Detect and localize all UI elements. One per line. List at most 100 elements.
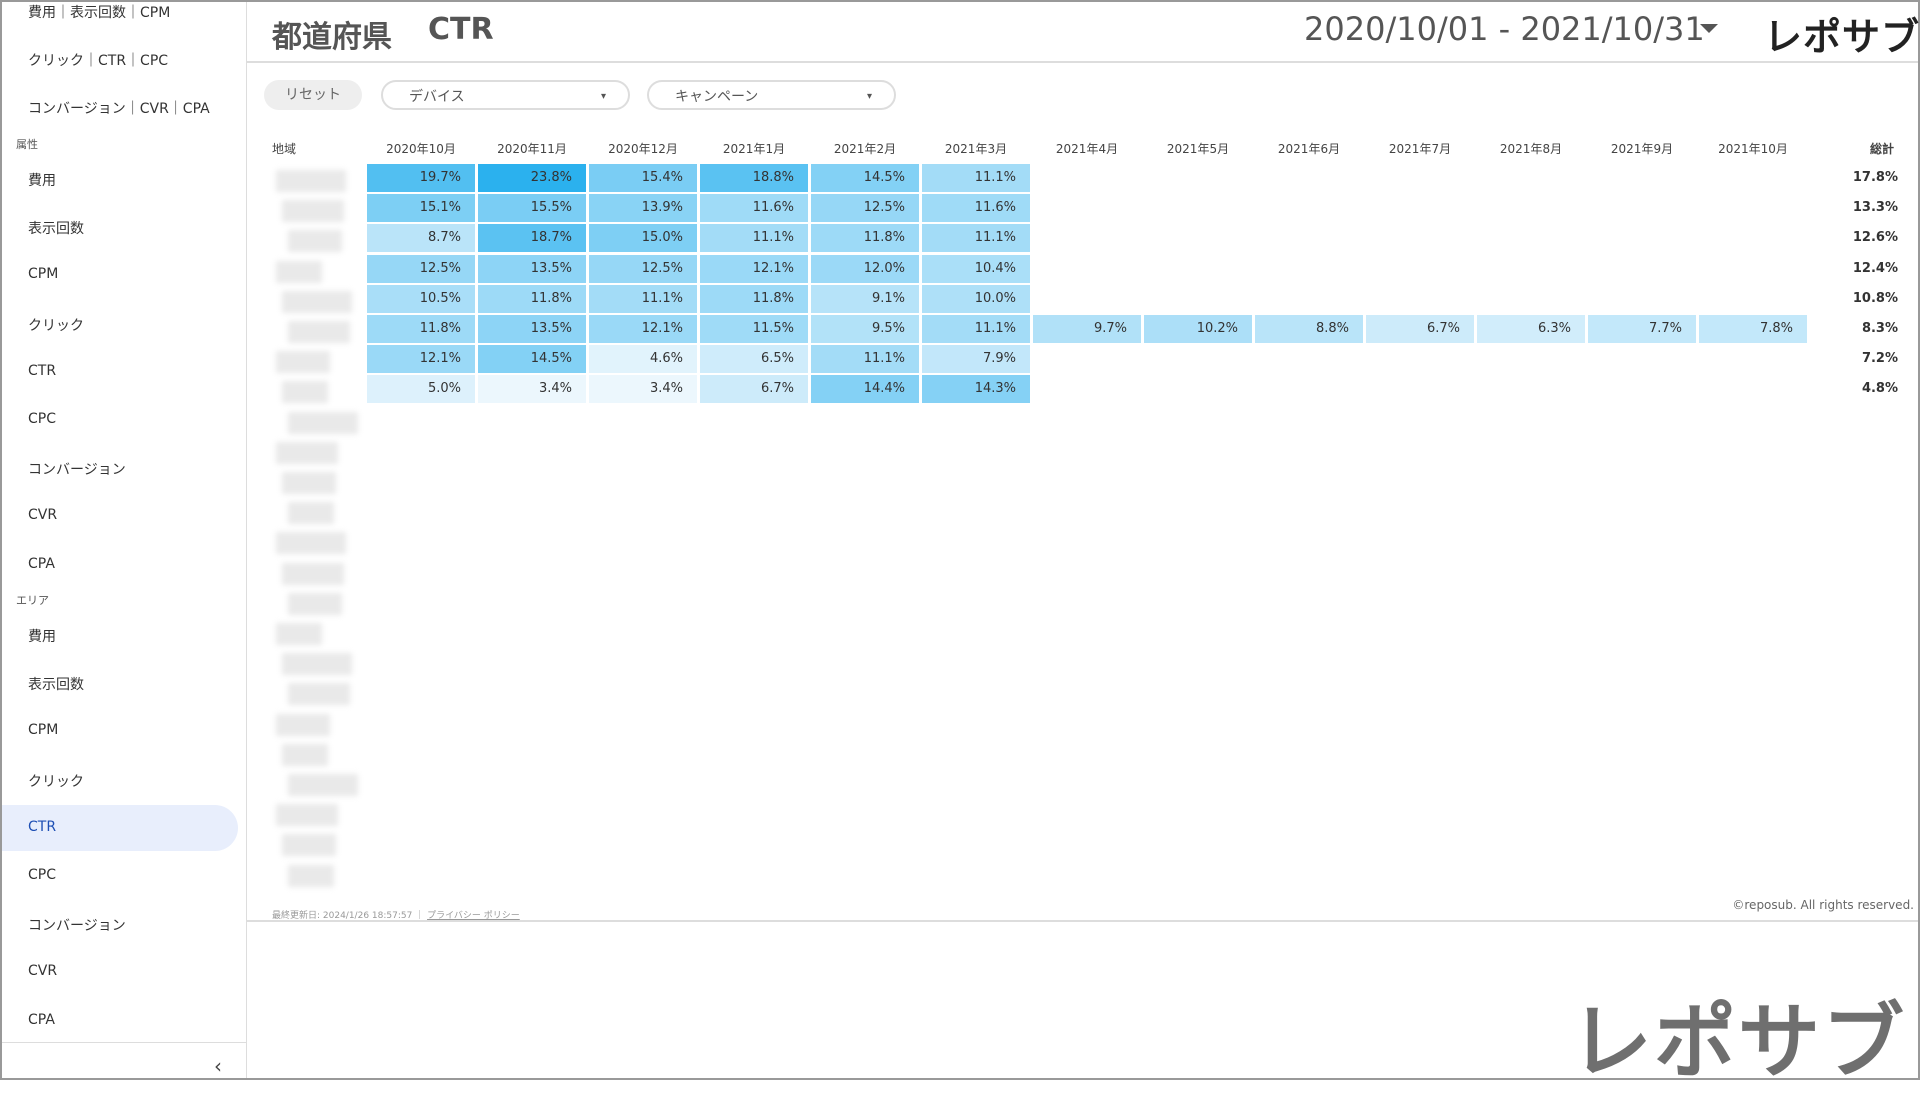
nav-item[interactable]: CPC	[28, 867, 56, 883]
nav-item[interactable]: コンバージョン	[28, 918, 126, 935]
heatmap-cell: 18.7%	[478, 224, 586, 253]
heatmap-cell: 8.8%	[1255, 315, 1363, 343]
updated-text: 最終更新日: 2024/1/26 18:57:57	[272, 911, 413, 921]
copyright: ©reposub. All rights reserved.	[1732, 898, 1914, 912]
heatmap-cell: 14.4%	[811, 375, 919, 404]
nav-item[interactable]: 表示回数	[28, 677, 84, 694]
heatmap-cell: 3.4%	[478, 375, 586, 404]
nav-item[interactable]: クリック	[28, 773, 84, 790]
month-header: 2021年5月	[1166, 142, 1230, 156]
row-total: 7.2%	[1861, 351, 1898, 367]
region-name-redacted	[282, 472, 336, 494]
watermark-logo: レポサブ	[1569, 995, 1906, 1090]
month-header: 2021年2月	[833, 142, 897, 156]
nav-group[interactable]: コンバージョン｜CVR｜CPA	[28, 101, 210, 117]
month-header: 2021年7月	[1388, 142, 1452, 156]
region-name-redacted	[288, 683, 350, 706]
logo: レポサブ	[1764, 15, 1920, 59]
heatmap-cell: 7.7%	[1588, 315, 1696, 343]
region-name-redacted	[276, 532, 346, 555]
collapse-button[interactable]: ‹	[214, 1054, 222, 1078]
heatmap-cell: 11.8%	[478, 284, 586, 313]
nav-item[interactable]: CTR	[28, 818, 57, 835]
heatmap-cell: 11.8%	[811, 224, 919, 253]
row-total: 12.4%	[1852, 260, 1898, 276]
region-name-redacted	[276, 170, 346, 192]
nav-item[interactable]: 費用	[28, 629, 56, 645]
row-total: 8.3%	[1861, 321, 1898, 336]
date-range[interactable]: 2020/10/01 - 2021/10/31	[1304, 10, 1705, 48]
region-name-redacted	[282, 562, 344, 585]
heatmap-cell: 14.3%	[922, 375, 1030, 404]
nav-item[interactable]: CVR	[28, 507, 58, 524]
nav-item[interactable]: CPC	[28, 411, 56, 427]
date-dropdown-icon[interactable]	[1700, 24, 1718, 34]
row-total: 4.8%	[1861, 381, 1898, 397]
month-header: 2021年8月	[1499, 142, 1563, 156]
heatmap-cell: 5.0%	[367, 375, 475, 404]
section-header: 属性	[16, 138, 38, 151]
heatmap-cell: 13.9%	[589, 194, 697, 223]
nav-item[interactable]: コンバージョン	[28, 462, 126, 479]
footer-rule	[246, 920, 1918, 922]
heatmap-cell: 10.2%	[1144, 315, 1252, 343]
privacy-link[interactable]: プライバシー ポリシー	[427, 911, 520, 921]
active-highlight	[2, 804, 238, 851]
heatmap-cell: 6.7%	[700, 375, 808, 404]
heatmap-cell: 12.5%	[589, 254, 697, 283]
region-name-redacted	[276, 441, 338, 464]
device-filter[interactable]: デバイス ▾	[381, 80, 630, 110]
heatmap-cell: 9.7%	[1033, 315, 1141, 343]
heatmap-cell: 12.5%	[367, 254, 475, 283]
heatmap-cell: 9.1%	[811, 284, 919, 313]
heatmap-cell: 14.5%	[811, 164, 919, 192]
heatmap-cell: 15.4%	[589, 164, 697, 192]
nav-item[interactable]: 表示回数	[28, 221, 84, 238]
region-name-redacted	[282, 200, 344, 223]
nav-item[interactable]: 費用	[28, 173, 56, 189]
heatmap-cell: 11.1%	[922, 224, 1030, 253]
region-name-redacted	[282, 834, 336, 857]
heatmap-cell: 13.5%	[478, 315, 586, 343]
nav-item[interactable]: クリック	[28, 317, 84, 334]
nav-item[interactable]: CVR	[28, 963, 58, 980]
campaign-filter[interactable]: キャンペーン ▾	[647, 80, 896, 110]
heatmap-cell: 15.5%	[478, 194, 586, 223]
month-header: 2021年1月	[722, 142, 786, 156]
nav-item[interactable]: CPM	[28, 266, 59, 283]
heatmap-cell: 12.1%	[589, 315, 697, 343]
heatmap-cell: 11.1%	[700, 224, 808, 253]
nav-group[interactable]: クリック｜CTR｜CPC	[28, 53, 169, 69]
region-name-redacted	[276, 260, 322, 283]
region-name-redacted	[282, 653, 352, 676]
nav-item[interactable]: CPM	[28, 722, 59, 739]
heatmap-cell: 12.0%	[811, 254, 919, 283]
row-total: 13.3%	[1852, 200, 1898, 216]
region-name-redacted	[288, 864, 334, 887]
region-name-redacted	[282, 381, 328, 404]
heatmap-cell: 6.5%	[700, 345, 808, 374]
heatmap-cell: 10.4%	[922, 254, 1030, 283]
region-name-redacted	[276, 623, 322, 645]
sidebar: 費用｜表示回数｜CPM クリック｜CTR｜CPC コンバージョン｜CVR｜CPA 属性…	[2, 2, 247, 1078]
nav-item[interactable]: CPA	[28, 1011, 55, 1028]
page-title: 都道府県	[272, 20, 392, 55]
heatmap-cell: 6.7%	[1366, 315, 1474, 343]
heatmap-cell: 23.8%	[478, 164, 586, 192]
heatmap-cell: 11.1%	[589, 284, 697, 313]
region-name-redacted	[288, 502, 334, 525]
region-name-redacted	[282, 290, 352, 313]
heatmap-cell: 14.5%	[478, 345, 586, 374]
nav-group[interactable]: 費用｜表示回数｜CPM	[28, 5, 171, 21]
heatmap-cell: 11.1%	[811, 345, 919, 374]
row-total: 12.6%	[1852, 230, 1898, 246]
nav-item[interactable]: CTR	[28, 362, 57, 379]
nav-item[interactable]: CPA	[28, 555, 55, 572]
heatmap-cell: 15.0%	[589, 224, 697, 253]
reset-button[interactable]: リセット	[264, 80, 362, 110]
heatmap-cell: 6.3%	[1477, 315, 1585, 343]
month-header: 2020年11月	[497, 142, 567, 156]
campaign-label: キャンペーン	[675, 89, 759, 105]
